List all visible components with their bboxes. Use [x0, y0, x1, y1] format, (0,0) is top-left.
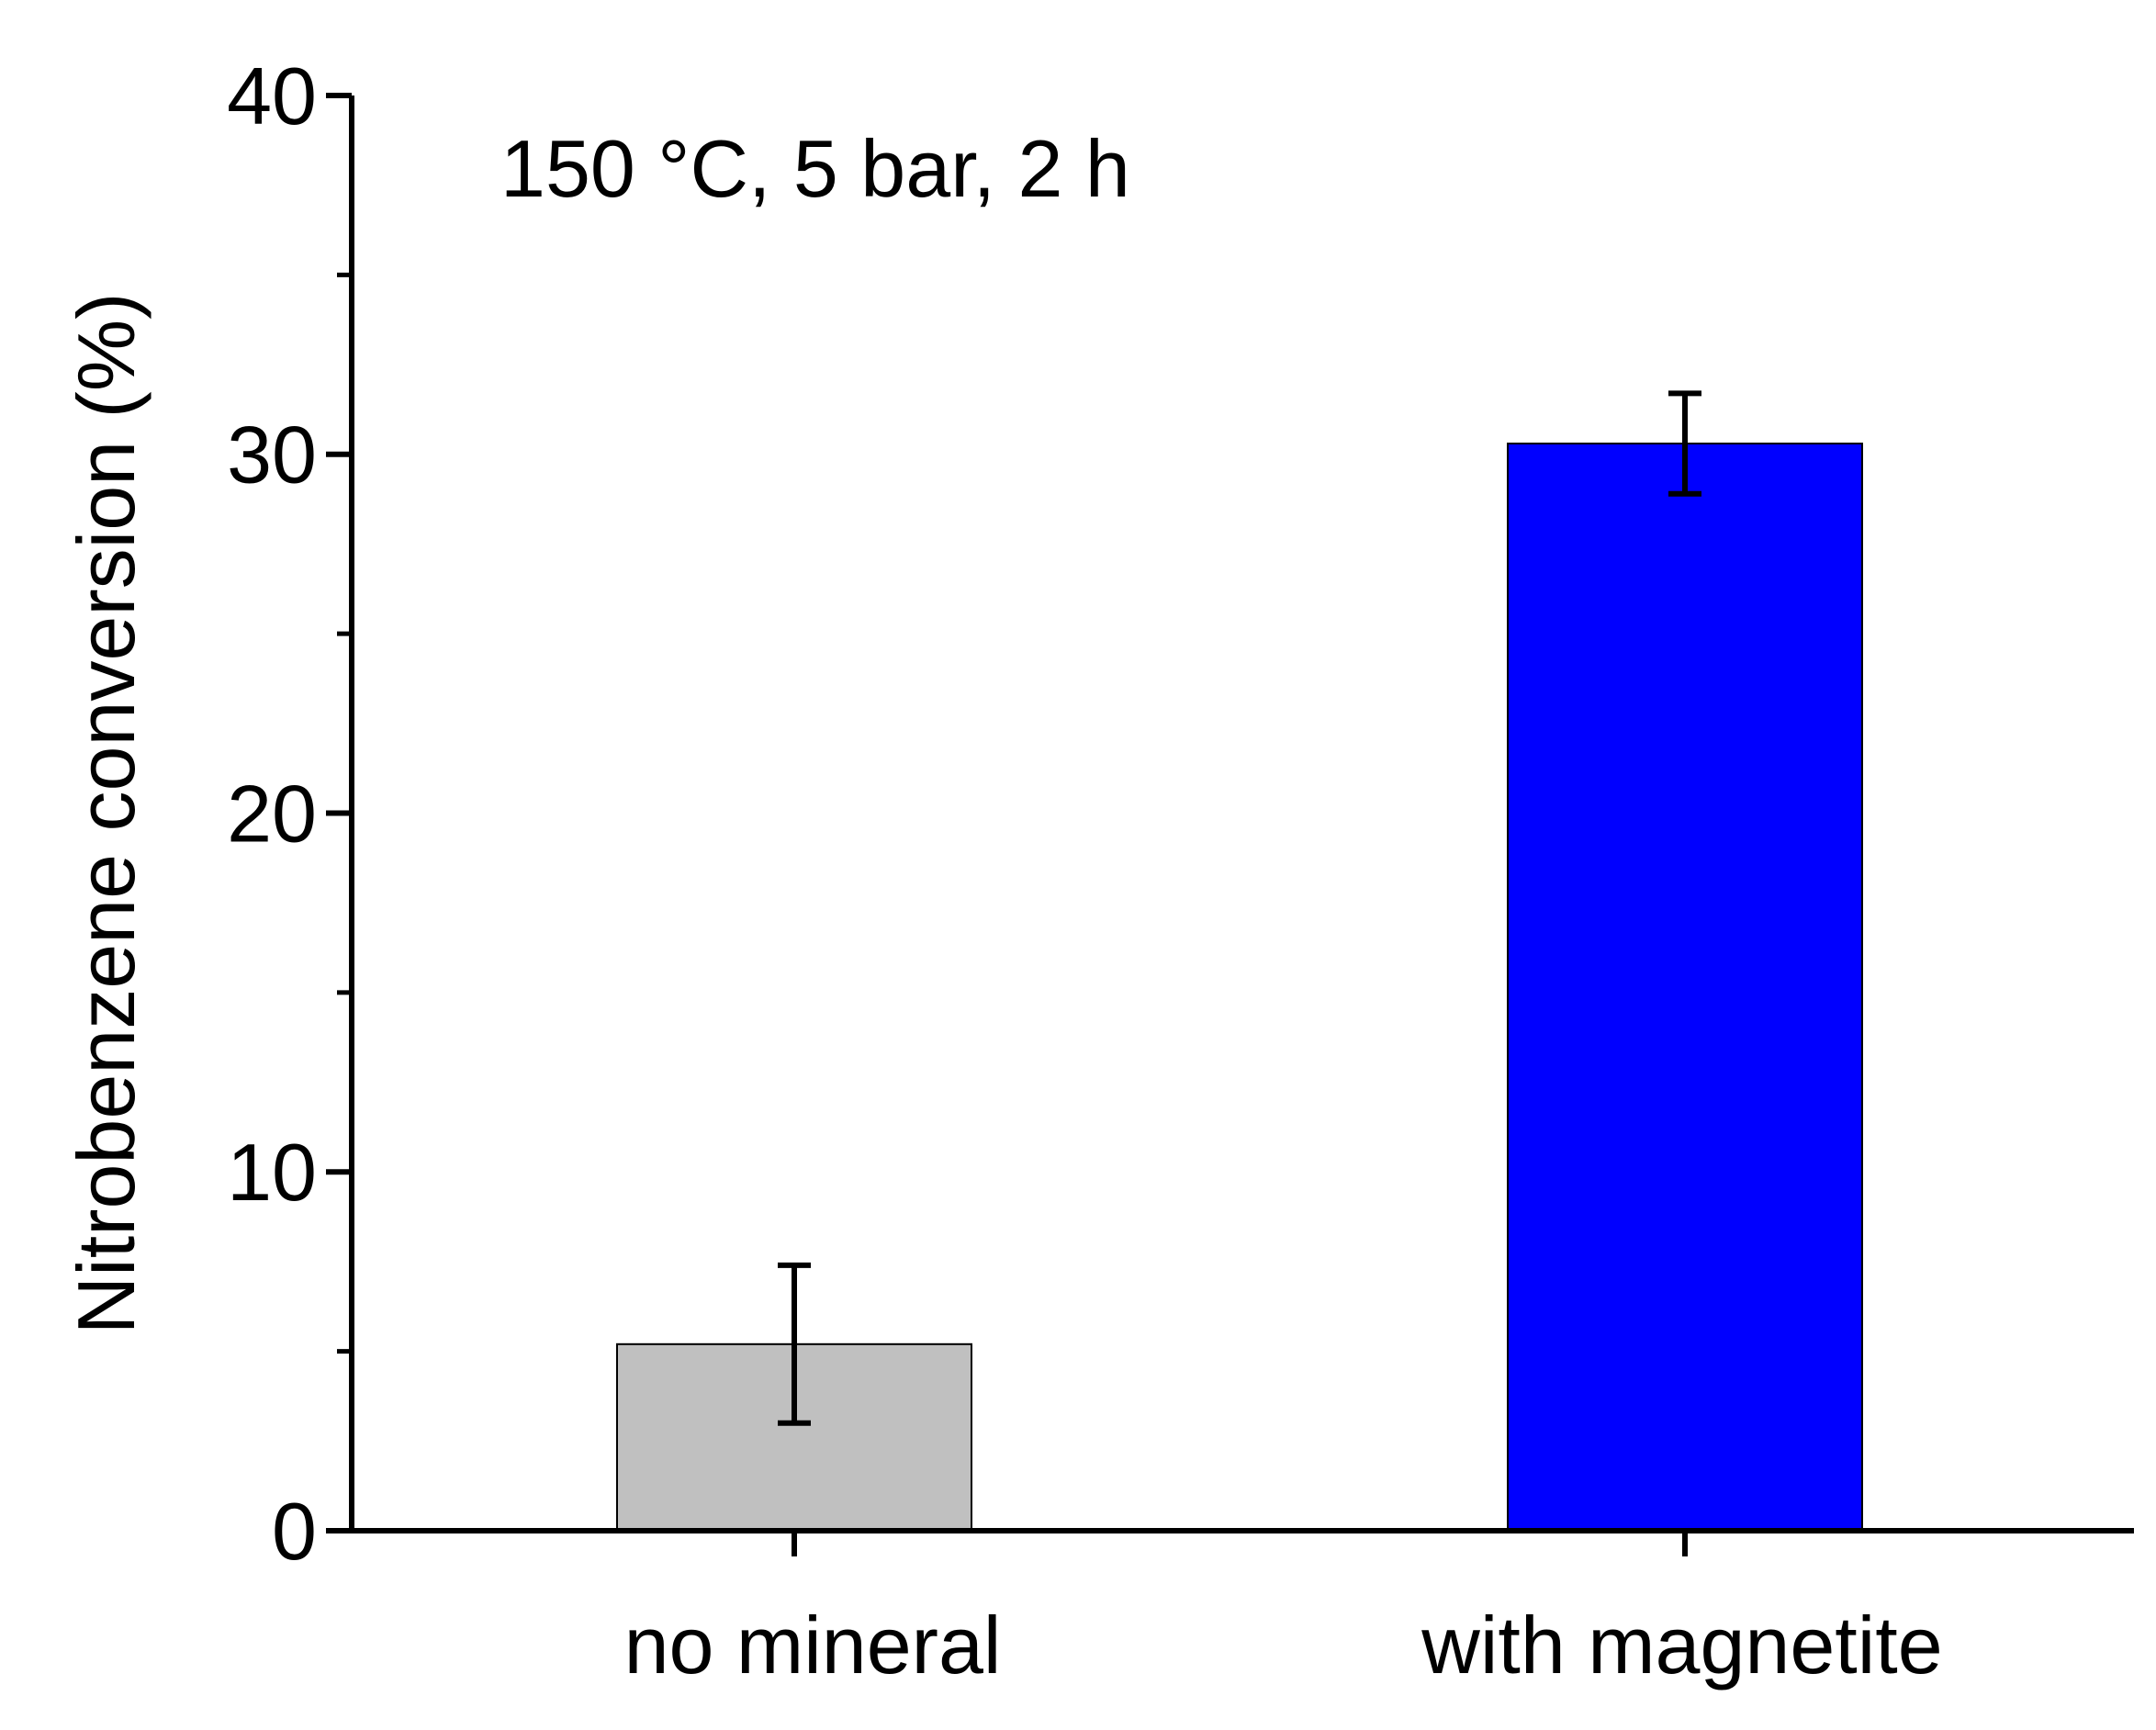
x-tick-label: no mineral: [624, 1600, 1002, 1691]
x-tick-label: with magnetite: [1420, 1600, 1942, 1691]
error-bars-group: [778, 390, 1701, 1426]
y-axis-title: Nitrobenzene conversion (%): [61, 293, 152, 1335]
chart-annotation: 150 °C, 5 bar, 2 h: [500, 123, 1130, 214]
y-tick-label: 40: [227, 51, 317, 141]
bar-with-magnetite: [1507, 443, 1863, 1533]
y-ticks-group: 0 10 20 30 40: [227, 51, 352, 1577]
x-ticks-group: no mineral with magnetite: [624, 1531, 1943, 1691]
y-tick-label: 0: [272, 1486, 317, 1577]
y-tick-label: 30: [227, 410, 317, 500]
error-bar-no-mineral: [778, 1262, 811, 1426]
error-bar-with-magnetite: [1668, 390, 1701, 497]
y-tick-label: 20: [227, 768, 317, 859]
y-tick-label: 10: [227, 1127, 317, 1218]
bars-group: [616, 443, 1863, 1533]
axes-group: [349, 95, 2134, 1533]
